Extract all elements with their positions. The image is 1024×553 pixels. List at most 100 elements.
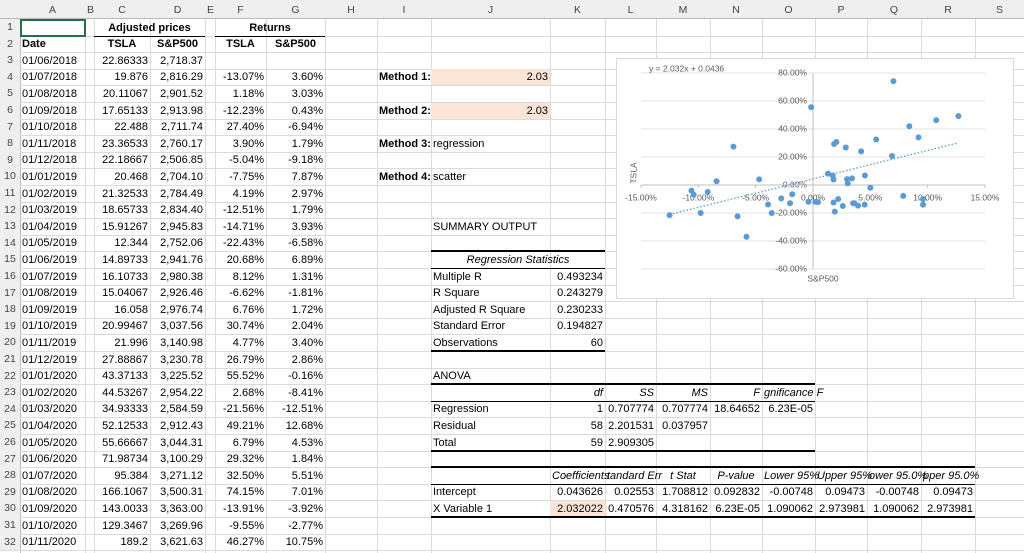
value-cell: 1.79% bbox=[291, 204, 323, 217]
value-cell: 2,941.76 bbox=[160, 253, 203, 266]
point bbox=[713, 178, 720, 185]
column-title: Date bbox=[22, 38, 46, 51]
anova-value: 0.707774 bbox=[662, 403, 708, 416]
row-header: 18 bbox=[0, 301, 20, 318]
value-cell: -14.71% bbox=[223, 220, 264, 233]
value-cell: 6.76% bbox=[232, 303, 264, 316]
row-header: 28 bbox=[0, 467, 20, 484]
group-header: Adjusted prices bbox=[108, 21, 191, 34]
anova-value: 2.201531 bbox=[608, 419, 654, 432]
column-header: R bbox=[921, 2, 975, 18]
coef-value: 0.09473 bbox=[825, 486, 865, 499]
y-axis-title: TSLA bbox=[628, 162, 638, 184]
value-cell: 74.15% bbox=[226, 486, 264, 499]
value-cell: 7.87% bbox=[291, 170, 323, 183]
value-cell: -6.94% bbox=[288, 121, 323, 134]
value-cell: 7.01% bbox=[291, 486, 323, 499]
date-cell: 01/05/2020 bbox=[22, 436, 78, 449]
value-cell: 29.32% bbox=[226, 453, 264, 466]
value-cell: 2,584.59 bbox=[160, 403, 203, 416]
coef-value: 2.973981 bbox=[927, 502, 973, 515]
value-cell: 5.51% bbox=[291, 469, 323, 482]
date-cell: 01/12/2018 bbox=[22, 154, 78, 167]
row-header: 29 bbox=[0, 483, 20, 501]
value-cell: 2,704.10 bbox=[160, 170, 203, 183]
row-header: 3 bbox=[0, 52, 20, 69]
date-cell: 01/09/2020 bbox=[22, 502, 78, 515]
date-cell: 01/10/2018 bbox=[22, 121, 78, 134]
value-cell: 21.996 bbox=[114, 336, 148, 349]
coef-label: Intercept bbox=[433, 486, 476, 499]
value-cell: 95.384 bbox=[114, 469, 148, 482]
row-header: 15 bbox=[0, 251, 20, 268]
value-cell: -12.51% bbox=[223, 204, 264, 217]
date-cell: 01/09/2019 bbox=[22, 303, 78, 316]
coef-header: pper 95.0% bbox=[923, 469, 980, 482]
point bbox=[734, 213, 741, 220]
coef-header: P-value bbox=[717, 469, 755, 482]
value-cell: 1.79% bbox=[291, 137, 323, 150]
value-cell: -9.18% bbox=[288, 154, 323, 167]
value-cell: 2,980.38 bbox=[160, 270, 203, 283]
coef-value: 1.090062 bbox=[767, 502, 813, 515]
point bbox=[768, 210, 775, 216]
row-header: 26 bbox=[0, 434, 20, 451]
value-cell: -6.58% bbox=[288, 237, 323, 250]
coef-value: 0.043626 bbox=[557, 486, 603, 499]
date-cell: 01/09/2018 bbox=[22, 104, 78, 117]
trendline bbox=[669, 142, 959, 216]
value-cell: 27.40% bbox=[226, 121, 264, 134]
row-header: 23 bbox=[0, 384, 20, 401]
value-cell: 32.50% bbox=[226, 469, 264, 482]
row-header: 9 bbox=[0, 151, 20, 169]
stat-value: 60 bbox=[590, 336, 603, 349]
value-cell: 55.66667 bbox=[102, 436, 148, 449]
value-cell: 3.93% bbox=[291, 220, 323, 233]
column-header: D bbox=[150, 2, 205, 18]
date-cell: 01/11/2019 bbox=[22, 336, 77, 349]
point bbox=[808, 104, 815, 111]
x-tick-label: 15.00% bbox=[971, 192, 1000, 202]
value-cell: 2,945.83 bbox=[160, 220, 203, 233]
point bbox=[831, 208, 838, 215]
value-cell: 4.77% bbox=[232, 336, 264, 349]
stat-value: 0.243279 bbox=[557, 287, 603, 300]
value-cell: 20.11067 bbox=[102, 87, 148, 100]
y-tick-label: 80.00% bbox=[778, 67, 807, 77]
date-cell: 01/04/2019 bbox=[22, 220, 78, 233]
value-cell: 15.04067 bbox=[102, 287, 148, 300]
coef-value: 1.090062 bbox=[873, 502, 919, 515]
row-gridline bbox=[0, 317, 1024, 319]
value-cell: 2,711.74 bbox=[160, 121, 203, 134]
value-cell: 20.68% bbox=[226, 253, 264, 266]
point bbox=[825, 170, 832, 177]
value-cell: -12.23% bbox=[223, 104, 264, 117]
row-header: 10 bbox=[0, 168, 20, 185]
value-cell: -1.81% bbox=[288, 287, 323, 300]
x-tick-label: 10.00% bbox=[913, 192, 942, 202]
border-line bbox=[431, 466, 975, 469]
date-cell: 01/05/2019 bbox=[22, 237, 78, 250]
value-cell: 20.99467 bbox=[102, 320, 148, 333]
point bbox=[842, 144, 849, 151]
value-cell: -6.62% bbox=[229, 287, 264, 300]
value-cell: 1.18% bbox=[232, 87, 264, 100]
value-cell: 2,901.52 bbox=[160, 87, 203, 100]
value-cell: -22.43% bbox=[223, 237, 264, 250]
date-cell: 01/02/2019 bbox=[22, 187, 78, 200]
point bbox=[861, 172, 868, 179]
date-cell: 01/10/2019 bbox=[22, 320, 78, 333]
value-cell: -5.04% bbox=[229, 154, 264, 167]
col-gridline bbox=[431, 0, 432, 553]
anova-value: 18.64652 bbox=[714, 403, 760, 416]
value-cell: 4.19% bbox=[232, 187, 264, 200]
section-title: ANOVA bbox=[433, 370, 471, 383]
border-line bbox=[431, 350, 605, 352]
value-cell: 6.89% bbox=[291, 253, 323, 266]
value-cell: 2.04% bbox=[291, 320, 323, 333]
row-gridline bbox=[0, 284, 1024, 286]
point bbox=[730, 143, 737, 150]
value-cell: 10.75% bbox=[285, 536, 323, 549]
y-tick-label: -60.00% bbox=[775, 263, 807, 273]
row-header: 22 bbox=[0, 367, 20, 385]
